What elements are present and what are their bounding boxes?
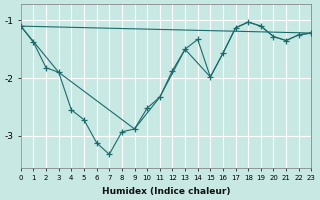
X-axis label: Humidex (Indice chaleur): Humidex (Indice chaleur) [102, 187, 230, 196]
